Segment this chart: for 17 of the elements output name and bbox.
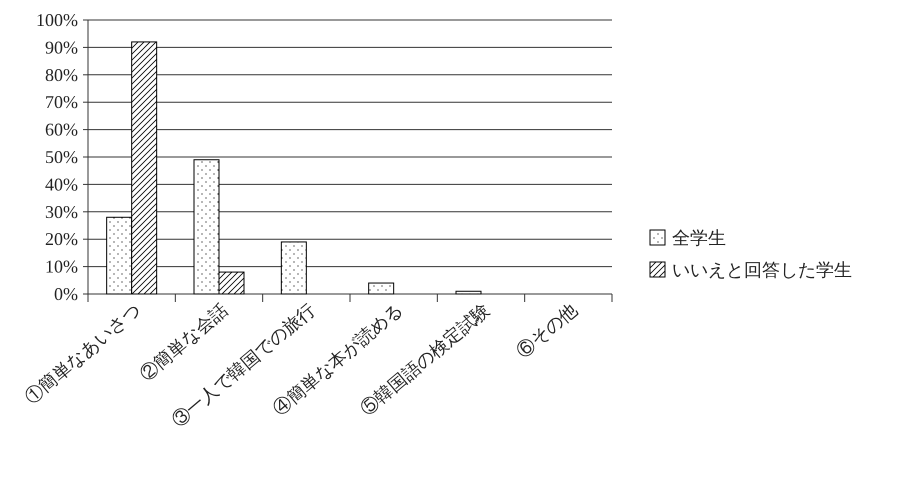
bar [280,241,307,294]
y-tick-label: 30% [45,202,78,222]
y-tick-label: 10% [45,256,78,277]
y-tick-label: 70% [45,92,78,112]
bar [456,290,482,294]
y-tick-label: 40% [45,174,78,194]
bar [368,282,394,294]
y-tick-label: 0% [54,284,78,304]
legend-label: 全学生 [672,228,726,248]
y-tick-label: 20% [45,229,78,250]
y-tick-label: 90% [45,37,78,58]
legend-label: いいえと回答した学生 [672,260,852,280]
y-tick-label: 100% [36,10,78,30]
x-tick-label: ⑥その他 [512,300,581,362]
y-tick-label: 50% [45,147,78,167]
y-tick-label: 80% [45,64,78,85]
y-tick-label: 60% [45,120,78,140]
